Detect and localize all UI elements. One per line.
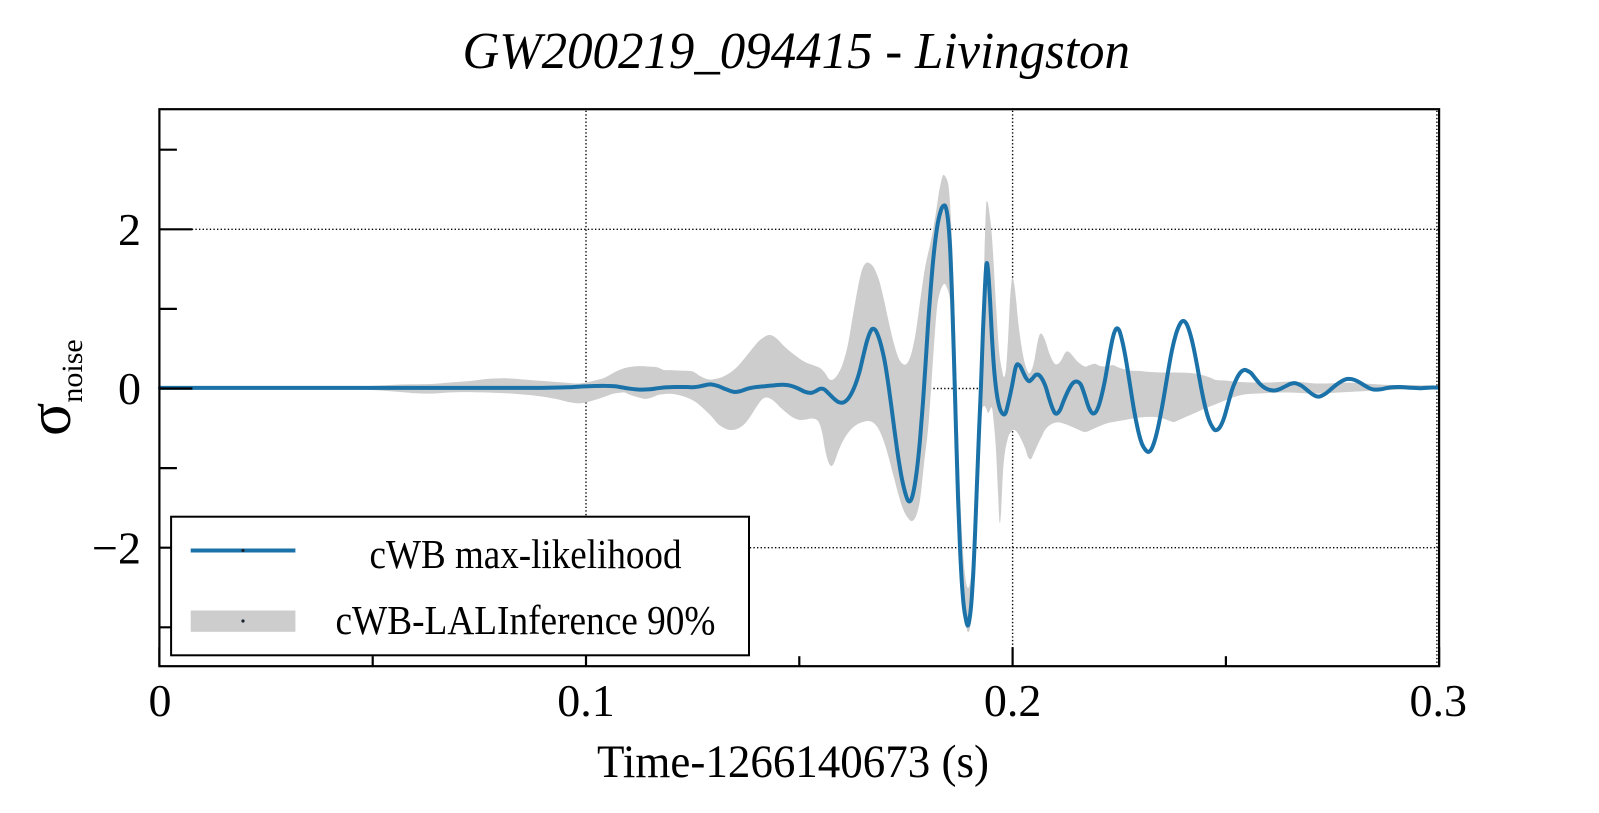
svg-text:0.2: 0.2 (984, 675, 1042, 726)
svg-text:0.3: 0.3 (1409, 675, 1467, 726)
svg-text:GW200219_094415 - Livingston: GW200219_094415 - Livingston (462, 23, 1130, 80)
svg-text:cWB max-likelihood: cWB max-likelihood (370, 531, 682, 577)
svg-text:0.1: 0.1 (557, 675, 615, 726)
svg-text:−2: −2 (92, 522, 141, 573)
svg-text:Time-1266140673 (s): Time-1266140673 (s) (597, 737, 989, 788)
svg-text:2: 2 (118, 204, 141, 255)
svg-text:0: 0 (118, 363, 141, 414)
svg-text:0: 0 (149, 675, 172, 726)
svg-text:cWB-LALInference 90%: cWB-LALInference 90% (336, 597, 716, 643)
